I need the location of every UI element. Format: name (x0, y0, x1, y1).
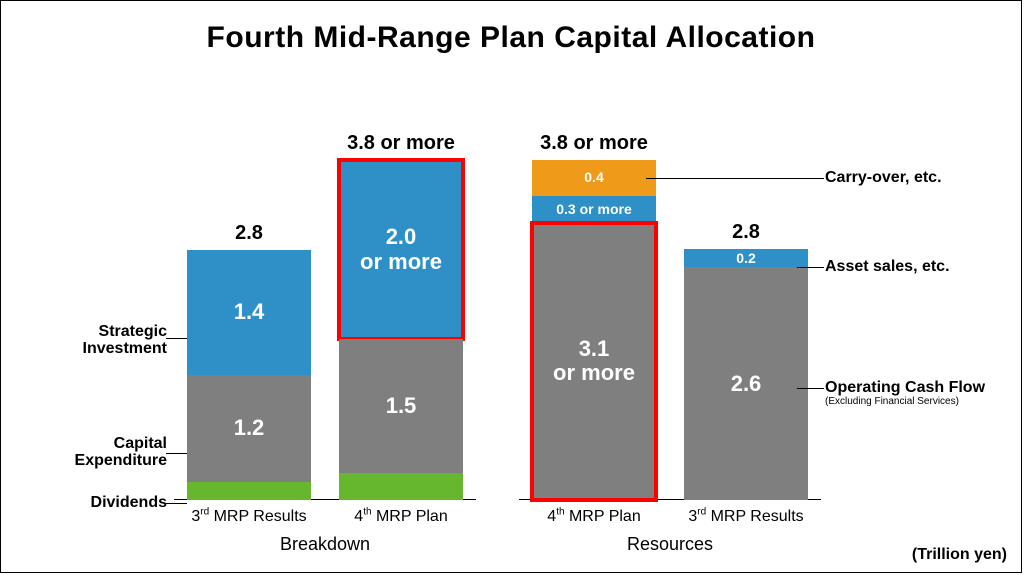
legend-ocf: Operating Cash Flow (Excluding Financial… (825, 380, 1015, 407)
group-label-resources: Resources (519, 534, 821, 555)
group-label-breakdown: Breakdown (174, 534, 476, 555)
bar-total-mrp4_plan_r: 3.8 or more (532, 132, 656, 155)
seg-mrp4_plan_r-gray: 3.1or more (532, 223, 656, 500)
seg-mrp3_results-blue: 1.4 (187, 250, 311, 375)
unit-label: (Trillion yen) (912, 546, 1007, 564)
bar-total-mrp3_results_r: 2.8 (684, 221, 808, 244)
seg-mrp3_results-green (187, 482, 311, 500)
legend-asset-sales-text: Asset sales, etc. (825, 258, 950, 275)
seg-mrp4_plan-green (339, 473, 463, 500)
bar-total-mrp3_results: 2.8 (187, 222, 311, 245)
seg-mrp4_plan-gray: 1.5 (339, 339, 463, 473)
plot-resources: Resources 3.1or more0.3 or more0.43.8 or… (519, 160, 821, 500)
xlabel-mrp3_results: 3rd MRP Results (187, 508, 311, 526)
xlabel-mrp4_plan: 4th MRP Plan (339, 508, 463, 526)
bar-mrp3_results: 1.21.42.83rd MRP Results (187, 250, 311, 501)
ylabel-capex: CapitalExpenditure (45, 435, 167, 470)
legend-carryover: Carry-over, etc. (825, 170, 1015, 187)
xlabel-mrp3_results_r: 3rd MRP Results (684, 508, 808, 526)
seg-mrp3_results_r-gray: 2.6 (684, 267, 808, 500)
seg-mrp4_plan-blue: 2.0or more (339, 160, 463, 339)
leader-ocf (797, 388, 824, 389)
seg-mrp4_plan_r-blue: 0.3 or more (532, 196, 656, 223)
bar-mrp3_results_r: 2.60.22.83rd MRP Results (684, 249, 808, 500)
page: Fourth Mid-Range Plan Capital Allocation… (0, 0, 1022, 573)
tick-dividends (166, 503, 187, 504)
legend-carryover-text: Carry-over, etc. (825, 169, 942, 186)
ylabel-dividends: Dividends (45, 494, 167, 512)
bar-mrp4_plan: 1.52.0or more3.8 or more4th MRP Plan (339, 160, 463, 500)
legend-ocf-text: Operating Cash Flow (825, 379, 985, 396)
bar-total-mrp4_plan: 3.8 or more (339, 132, 463, 155)
xlabel-mrp4_plan_r: 4th MRP Plan (532, 508, 656, 526)
seg-mrp3_results-gray: 1.2 (187, 375, 311, 482)
plot-breakdown: Breakdown 1.21.42.83rd MRP Results1.52.0… (174, 160, 476, 500)
ylabel-strategic: StrategicInvestment (45, 323, 167, 358)
bar-mrp4_plan_r: 3.1or more0.3 or more0.43.8 or more4th M… (532, 160, 656, 500)
leader-asset-sales (797, 267, 824, 268)
legend-ocf-sub: (Excluding Financial Services) (825, 397, 1015, 408)
seg-mrp3_results_r-blue: 0.2 (684, 249, 808, 267)
legend-asset-sales: Asset sales, etc. (825, 259, 1015, 276)
leader-carryover (646, 178, 824, 179)
page-title: Fourth Mid-Range Plan Capital Allocation (1, 21, 1021, 55)
seg-mrp4_plan_r-orange: 0.4 (532, 160, 656, 196)
